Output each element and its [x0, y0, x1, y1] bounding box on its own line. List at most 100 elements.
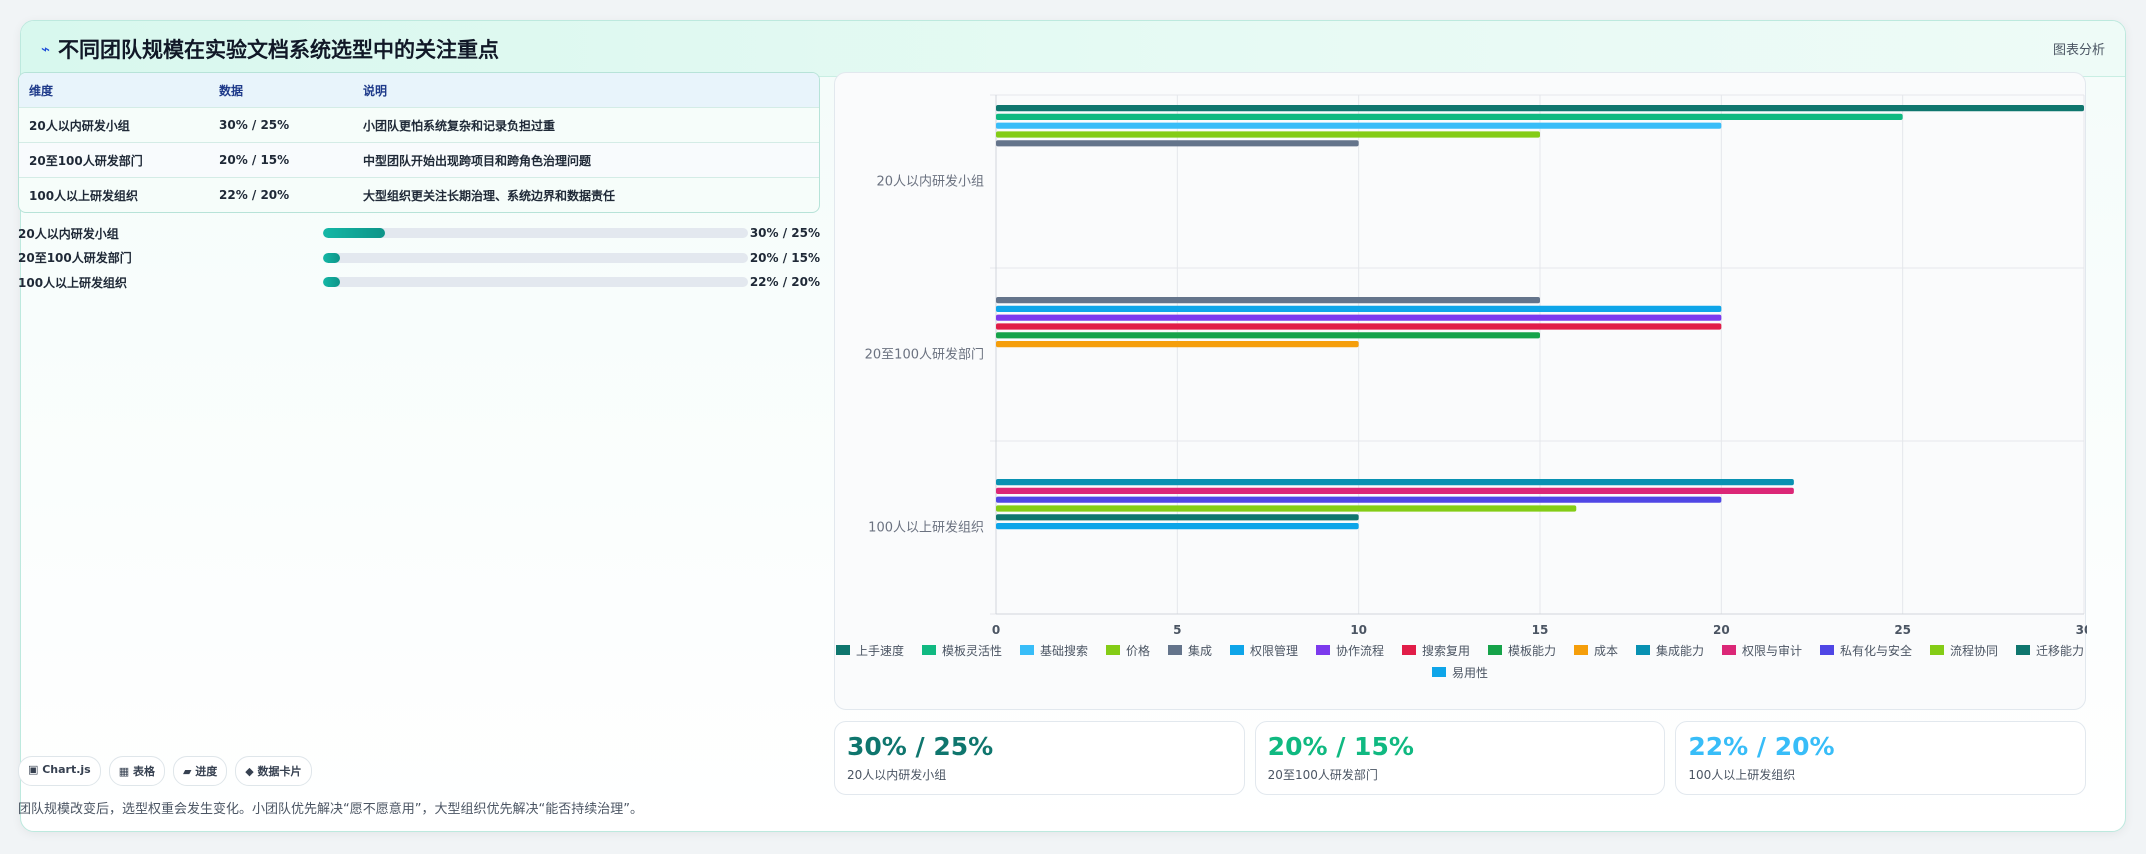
bar	[996, 122, 1722, 129]
y-category-label: 20至100人研发部门	[865, 347, 984, 363]
legend-swatch	[1820, 645, 1834, 655]
tag-list: ▣ Chart.js ▦ 表格 ▰ 进度 ◆ 数据卡片	[18, 756, 312, 786]
progress-value: 22% / 20%	[749, 275, 820, 290]
table-header-dimension: 维度	[29, 83, 54, 98]
bar	[996, 496, 1722, 503]
progress-fill	[323, 228, 385, 239]
progress-label: 100人以上研发组织	[18, 275, 128, 290]
legend-label: 迁移能力	[2036, 644, 2084, 658]
bar	[996, 314, 1722, 321]
bar	[996, 341, 1359, 348]
bar	[996, 332, 1540, 339]
legend-label: 搜索复用	[1422, 643, 1470, 658]
progress-item: 20人以内研发小组 30% / 25%	[18, 221, 820, 246]
legend-label: 流程协同	[1950, 643, 1998, 658]
legend-swatch	[1432, 667, 1446, 677]
table-cell-dimension: 100人以上研发组织	[29, 188, 139, 203]
progress-track	[323, 228, 748, 239]
legend-swatch	[1722, 645, 1736, 655]
progress-item: 100人以上研发组织 22% / 20%	[18, 270, 820, 295]
bar	[996, 505, 1577, 512]
table-cell-description: 中型团队开始出现跨项目和跨角色治理问题	[363, 153, 592, 168]
bar	[996, 323, 1722, 330]
legend-label: 集成	[1188, 643, 1212, 658]
kpi-value: 22% / 20%	[1688, 732, 1835, 761]
legend-swatch	[1168, 645, 1182, 655]
legend-swatch	[1106, 645, 1120, 655]
table-header-description: 说明	[363, 83, 388, 98]
table-row: 100人以上研发组织 22% / 20% 大型组织更关注长期治理、系统边界和数据…	[19, 177, 819, 212]
y-category-label: 20人以内研发小组	[876, 174, 984, 190]
tag-progress[interactable]: ▰ 进度	[172, 756, 228, 786]
legend-swatch	[836, 645, 850, 655]
progress-track	[323, 277, 748, 288]
kpi-card: 20% / 15% 20至100人研发部门	[1254, 721, 1666, 795]
chart-panel: 0 5 10 15 20 25 30 20人以内研发小组 20至100人研发部门 100人以上研发…	[834, 72, 2092, 710]
tag-table[interactable]: ▦ 表格	[108, 756, 165, 786]
bar	[996, 305, 1722, 312]
y-category-label: 100人以上研发组织	[868, 520, 984, 536]
legend-label: 协作流程	[1336, 643, 1384, 658]
bar	[996, 140, 1359, 147]
progress-list: 20人以内研发小组 30% / 25% 20至100人研发部门 20% / 15…	[18, 221, 820, 295]
bar	[996, 105, 2084, 112]
progress-fill	[323, 277, 340, 288]
bar	[996, 523, 1359, 530]
chart-analysis-link[interactable]: 图表分析	[2052, 43, 2105, 58]
legend-label: 权限管理	[1250, 643, 1298, 658]
table-row: 20人以内研发小组 30% / 25% 小团队更怕系统复杂和记录负担过重	[19, 107, 819, 142]
legend-label: 易用性	[1452, 666, 1488, 680]
progress-value: 30% / 25%	[749, 226, 820, 241]
legend-label: 模板灵活性	[942, 644, 1002, 658]
progress-item: 20至100人研发部门 20% / 15%	[18, 246, 820, 271]
legend-label: 私有化与安全	[1840, 643, 1912, 658]
legend-label: 价格	[1126, 643, 1150, 658]
legend-label: 模板能力	[1508, 644, 1556, 658]
progress-label: 20人以内研发小组	[18, 226, 119, 241]
left-panel: 维度 数据 说明 20人以内研发小组 30% / 25% 小团队更怕系统复杂和记…	[18, 72, 820, 817]
kpi-label: 20人以内研发小组	[847, 768, 947, 782]
card-header: ⌁ 不同团队规模在实验文档系统选型中的关注重点 图表分析	[21, 21, 2125, 77]
legend-swatch	[1488, 645, 1502, 655]
table-cell-description: 大型组织更关注长期治理、系统边界和数据责任	[363, 188, 616, 203]
x-tick-label: 25	[1894, 623, 1911, 637]
x-tick-label: 15	[1532, 623, 1549, 637]
table-cell-data: 20% / 15%	[219, 153, 290, 167]
table-cell-dimension: 20人以内研发小组	[29, 118, 130, 133]
legend-swatch	[2016, 645, 2030, 655]
bar	[996, 514, 1359, 521]
legend-swatch	[1402, 645, 1416, 655]
bar	[996, 479, 1794, 486]
tag-chartjs[interactable]: ▣ Chart.js	[18, 756, 101, 786]
bar	[996, 487, 1794, 494]
table-cell-data: 30% / 25%	[219, 118, 290, 132]
title-wrap: ⌁ 不同团队规模在实验文档系统选型中的关注重点	[41, 34, 499, 64]
kpi-card: 30% / 25% 20人以内研发小组	[834, 721, 1245, 795]
legend-label: 权限与审计	[1742, 643, 1802, 658]
table-row: 20至100人研发部门 20% / 15% 中型团队开始出现跨项目和跨角色治理问…	[19, 142, 819, 177]
legend-swatch	[1574, 645, 1588, 655]
legend-swatch	[922, 645, 936, 655]
page-title: 不同团队规模在实验文档系统选型中的关注重点	[58, 37, 500, 62]
table-header-data: 数据	[219, 83, 244, 98]
kpi-card: 22% / 20% 100人以上研发组织	[1675, 721, 2087, 795]
kpi-label: 20至100人研发部门	[1267, 768, 1378, 782]
activity-icon: ⌁	[41, 39, 51, 58]
legend-label: 上手速度	[856, 643, 904, 658]
table-cell-dimension: 20至100人研发部门	[29, 153, 143, 168]
table-header-row: 维度 数据 说明	[19, 73, 819, 107]
bar	[996, 113, 1903, 120]
kpi-value: 30% / 25%	[847, 732, 994, 761]
x-tick-label: 5	[1173, 623, 1181, 637]
tag-data-card[interactable]: ◆ 数据卡片	[235, 756, 312, 786]
progress-label: 20至100人研发部门	[18, 251, 132, 266]
progress-value: 20% / 15%	[749, 250, 820, 265]
kpi-row: 30% / 25% 20人以内研发小组 20% / 15% 20至100人研发部…	[834, 721, 2087, 795]
kpi-value: 20% / 15%	[1267, 732, 1414, 761]
data-table: 维度 数据 说明 20人以内研发小组 30% / 25% 小团队更怕系统复杂和记…	[18, 72, 820, 213]
x-tick-label: 30	[2076, 623, 2087, 637]
bar	[996, 131, 1540, 138]
x-tick-label: 20	[1713, 623, 1730, 637]
legend-label: 基础搜索	[1040, 643, 1088, 658]
progress-fill	[323, 252, 340, 263]
